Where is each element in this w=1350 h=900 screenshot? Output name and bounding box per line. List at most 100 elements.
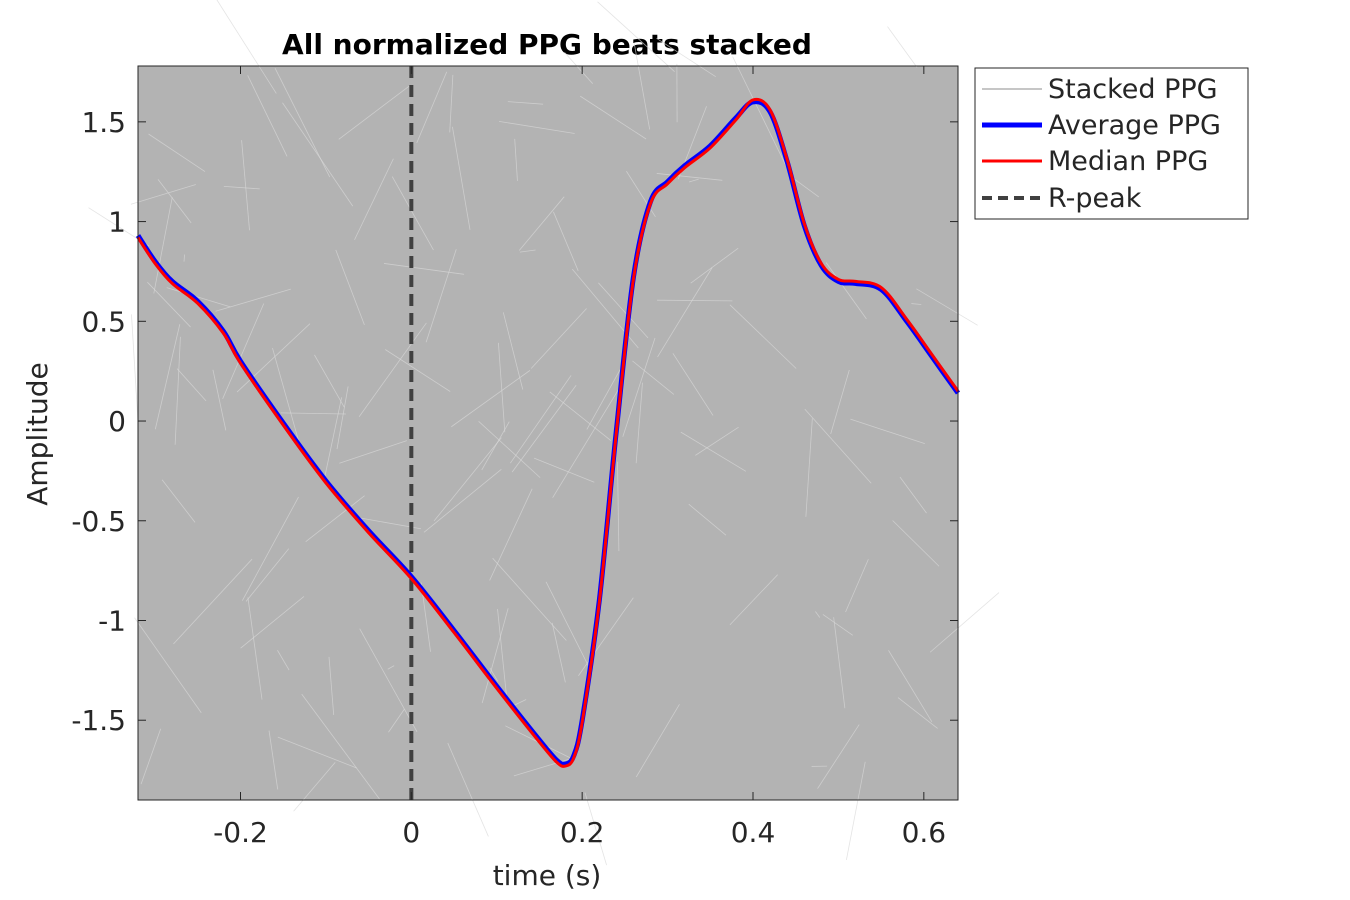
stacked-beat-trace — [598, 282, 649, 339]
stacked-beat-trace — [518, 196, 565, 251]
plot-area — [88, 0, 1000, 866]
stacked-beat-trace — [888, 650, 933, 723]
stacked-beat-trace — [385, 349, 451, 392]
stacked-beat-trace — [339, 440, 407, 464]
stacked-beat-trace — [507, 101, 544, 105]
stacked-beat-trace — [274, 68, 331, 178]
legend-label-average: Average PPG — [1048, 110, 1221, 141]
stacked-beat-trace — [822, 614, 853, 636]
stacked-beat-trace — [174, 336, 181, 445]
stacked-beat-trace — [899, 476, 927, 514]
stacked-beat-trace — [153, 197, 173, 294]
stacked-beat-trace — [911, 303, 922, 305]
chart-title: All normalized PPG beats stacked — [282, 28, 812, 61]
stacked-beat-trace — [509, 375, 572, 464]
stacked-beat-trace — [632, 360, 675, 395]
stacked-beat-trace — [519, 249, 536, 253]
stacked-beat-trace — [887, 26, 918, 68]
stacked-beat-trace — [514, 138, 518, 181]
stacked-beat-trace — [530, 308, 587, 369]
stacked-beat-trace — [282, 102, 354, 207]
series-layer — [135, 66, 961, 800]
stacked-beat-trace — [451, 370, 531, 428]
stacked-beat-trace — [549, 391, 612, 442]
stacked-beat-trace — [154, 324, 181, 430]
stacked-beat-trace — [552, 389, 619, 498]
stacked-beat-trace — [358, 322, 427, 417]
stacked-beat-trace — [423, 469, 502, 533]
stacked-beat-trace — [293, 762, 336, 812]
stacked-beat-trace — [635, 382, 643, 464]
stacked-beat-trace — [452, 126, 471, 230]
y-axis-label: Amplitude — [21, 362, 54, 506]
stacked-beat-trace — [216, 0, 277, 94]
stacked-beat-trace — [830, 369, 850, 435]
stacked-beat-trace — [502, 312, 524, 390]
stacked-beat-trace — [166, 287, 231, 308]
stacked-beat-trace — [793, 178, 820, 198]
stacked-beat-trace — [533, 457, 595, 483]
legend-box — [974, 67, 1249, 220]
stacked-beat-trace — [140, 728, 162, 785]
y-tick-label: 1.5 — [81, 106, 126, 139]
stacked-beat-trace — [157, 179, 192, 224]
stacked-beat-trace — [690, 247, 739, 284]
stacked-beat-trace — [176, 368, 207, 402]
stacked-beat-trace — [622, 337, 656, 437]
stacked-beat-trace — [277, 736, 357, 769]
stacked-beat-trace — [323, 397, 343, 482]
stacked-beat-trace — [173, 558, 253, 645]
stacked-beat-trace — [383, 263, 465, 275]
stacked-beat-trace — [489, 488, 533, 581]
stacked-ppg-band — [138, 66, 958, 800]
stacked-beat-trace — [833, 617, 846, 709]
axes-box — [137, 65, 959, 801]
stacked-beat-trace — [657, 267, 713, 358]
stacked-beat-trace — [492, 557, 567, 641]
stacked-beat-trace — [335, 249, 365, 325]
stacked-beat-trace — [929, 592, 1000, 653]
x-tick-label: 0.2 — [560, 816, 605, 849]
stacked-beat-trace — [247, 75, 288, 157]
stacked-beat-trace — [338, 85, 410, 140]
stacked-beat-trace — [729, 574, 778, 626]
stacked-beat-trace — [657, 299, 733, 302]
stacked-beat-trace — [131, 314, 139, 424]
stacked-beat-trace — [695, 426, 739, 456]
x-axis-ticks: -0.2 0 0.2 0.4 0.6 — [213, 66, 946, 849]
stacked-beat-trace — [680, 431, 747, 472]
stacked-beat-trace — [846, 761, 866, 861]
stacked-ppg-beats — [88, 0, 1000, 866]
stacked-beat-trace — [148, 133, 206, 172]
y-tick-label: 0.5 — [81, 305, 126, 338]
stacked-beat-trace — [277, 650, 290, 671]
stacked-beat-trace — [497, 609, 508, 701]
stacked-beat-trace — [672, 353, 714, 416]
stacked-beat-trace — [850, 418, 925, 444]
stacked-beat-trace — [481, 608, 509, 704]
y-tick-label: 0 — [108, 405, 126, 438]
stacked-beat-trace — [336, 386, 349, 450]
stacked-beat-trace — [388, 709, 405, 733]
stacked-beat-trace — [564, 52, 594, 84]
stacked-beat-trace — [328, 656, 335, 715]
stacked-beat-trace — [579, 95, 647, 140]
stacked-beat-trace — [130, 184, 196, 205]
stacked-beat-trace — [688, 503, 727, 536]
stacked-beat-trace — [305, 495, 365, 542]
stacked-beat-trace — [449, 74, 454, 133]
stacked-beat-trace — [804, 408, 872, 484]
stacked-beat-trace — [635, 704, 680, 778]
stacked-beat-trace — [215, 288, 291, 312]
stacked-beat-trace — [241, 140, 250, 231]
x-tick-label: 0 — [402, 816, 420, 849]
y-tick-label: -1 — [98, 604, 126, 637]
stacked-beat-trace — [626, 171, 656, 218]
stacked-beat-trace — [545, 581, 593, 674]
legend: Stacked PPG Average PPG Median PPG R-pea… — [974, 67, 1249, 220]
stacked-beat-trace — [688, 178, 699, 183]
stacked-beat-trace — [584, 792, 607, 866]
stacked-beat-trace — [732, 56, 787, 167]
stacked-beat-trace — [656, 37, 716, 78]
